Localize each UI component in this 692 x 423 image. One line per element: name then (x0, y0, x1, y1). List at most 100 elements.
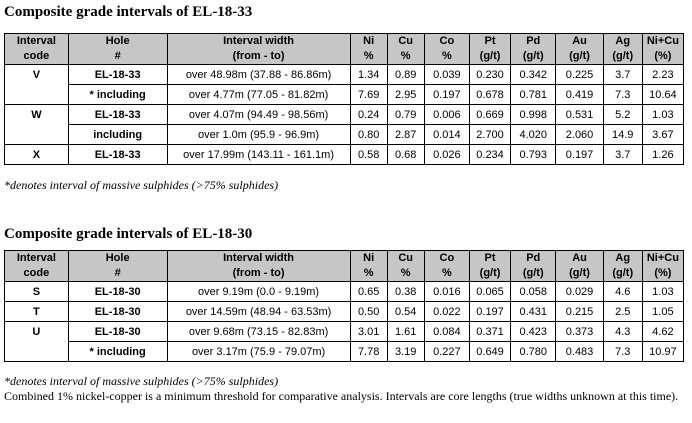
col-header-interval-width: Interval width (from - to) (166, 33, 351, 65)
nicu-value: 1.05 (641, 301, 685, 322)
interval-width: over 14.59m (48.94 - 63.53m) (166, 301, 351, 322)
au-value: 0.419 (555, 84, 604, 105)
interval-width: over 17.99m (143.11 - 161.1m) (166, 144, 351, 165)
col-header-interval-code: Interval code (4, 250, 69, 282)
hole-id: EL-18-30 (67, 281, 168, 302)
col-header-interval-width: Interval width (from - to) (166, 250, 351, 282)
pd-value: 0.793 (510, 144, 557, 165)
interval-code: X (4, 144, 69, 165)
co-value: 0.014 (423, 124, 470, 145)
interval-width: over 4.77m (77.05 - 81.82m) (166, 84, 351, 105)
hole-id: including (67, 124, 168, 145)
table-1-header-row: Interval code Hole # Interval width (from -… (4, 33, 685, 65)
pd-value: 0.058 (510, 281, 557, 302)
col-header-hole: Hole # (67, 33, 168, 65)
cu-value: 2.95 (386, 84, 425, 105)
pt-value: 0.649 (468, 341, 512, 362)
interval-code (4, 341, 69, 362)
ni-value: 1.34 (349, 64, 388, 85)
table-row: X EL-18-33 over 17.99m (143.11 - 161.1m)… (4, 144, 685, 165)
table-row: T EL-18-30 over 14.59m (48.94 - 63.53m) … (4, 301, 685, 322)
au-value: 0.197 (555, 144, 604, 165)
col-header-ag: Ag (g/t) (602, 33, 643, 65)
nicu-value: 10.64 (641, 84, 685, 105)
table-row: including over 1.0m (95.9 - 96.9m) 0.80 … (4, 124, 685, 145)
interval-code: S (4, 281, 69, 302)
interval-code (4, 84, 69, 105)
table-1-note: *denotes interval of massive sulphides (… (4, 178, 279, 192)
ag-value: 5.2 (602, 104, 643, 125)
ni-value: 0.80 (349, 124, 388, 145)
ag-value: 7.3 (602, 341, 643, 362)
table-2-title: Composite grade intervals of EL-18-30 (4, 226, 253, 242)
au-value: 0.029 (555, 281, 604, 302)
co-value: 0.026 (423, 144, 470, 165)
table-1-title: Composite grade intervals of EL-18-33 (4, 4, 253, 20)
cu-value: 0.89 (386, 64, 425, 85)
ag-value: 7.3 (602, 84, 643, 105)
au-value: 0.215 (555, 301, 604, 322)
ni-value: 0.50 (349, 301, 388, 322)
col-header-cu: Cu% (386, 250, 425, 282)
pt-value: 0.234 (468, 144, 512, 165)
col-header-ni: Ni% (349, 250, 388, 282)
col-header-ni: Ni% (349, 33, 388, 65)
col-header-cu: Cu% (386, 33, 425, 65)
hole-id: EL-18-30 (67, 301, 168, 322)
nicu-value: 1.03 (641, 281, 685, 302)
co-value: 0.084 (423, 321, 470, 342)
interval-width: over 9.68m (73.15 - 82.83m) (166, 321, 351, 342)
au-value: 2.060 (555, 124, 604, 145)
table-row: S EL-18-30 over 9.19m (0.0 - 9.19m) 0.65… (4, 281, 685, 302)
table-2: Interval code Hole # Interval width (from -… (4, 250, 685, 362)
interval-code (4, 124, 69, 145)
hole-id: * including (67, 84, 168, 105)
col-header-co: Co% (423, 33, 470, 65)
cu-value: 3.19 (386, 341, 425, 362)
footnote: Combined 1% nickel-copper is a minimum t… (4, 389, 679, 403)
interval-code: V (4, 64, 69, 85)
ag-value: 2.5 (602, 301, 643, 322)
table-row: W EL-18-33 over 4.07m (94.49 - 98.56m) 0… (4, 104, 685, 125)
table-row: * including over 3.17m (75.9 - 79.07m) 7… (4, 341, 685, 362)
col-header-pd: Pd (g/t) (510, 33, 557, 65)
col-header-hole: Hole # (67, 250, 168, 282)
col-header-nicu: Ni+Cu (%) (641, 250, 685, 282)
pt-value: 0.197 (468, 301, 512, 322)
au-value: 0.531 (555, 104, 604, 125)
pt-value: 2.700 (468, 124, 512, 145)
hole-id: EL-18-33 (67, 64, 168, 85)
pd-value: 0.780 (510, 341, 557, 362)
ag-value: 14.9 (602, 124, 643, 145)
interval-width: over 48.98m (37.88 - 86.86m) (166, 64, 351, 85)
table-2-header-row: Interval code Hole # Interval width (from -… (4, 250, 685, 282)
interval-code: W (4, 104, 69, 125)
hole-id: * including (67, 341, 168, 362)
pd-value: 0.423 (510, 321, 557, 342)
nicu-value: 10.97 (641, 341, 685, 362)
au-value: 0.483 (555, 341, 604, 362)
table-row: * including over 4.77m (77.05 - 81.82m) … (4, 84, 685, 105)
cu-value: 0.54 (386, 301, 425, 322)
hole-id: EL-18-30 (67, 321, 168, 342)
pd-value: 0.342 (510, 64, 557, 85)
nicu-value: 2.23 (641, 64, 685, 85)
pd-value: 0.998 (510, 104, 557, 125)
interval-width: over 9.19m (0.0 - 9.19m) (166, 281, 351, 302)
table-2-note: *denotes interval of massive sulphides (… (4, 374, 279, 388)
au-value: 0.225 (555, 64, 604, 85)
co-value: 0.197 (423, 84, 470, 105)
nicu-value: 4.62 (641, 321, 685, 342)
ni-value: 7.78 (349, 341, 388, 362)
pd-value: 4.020 (510, 124, 557, 145)
col-header-au: Au (g/t) (555, 33, 604, 65)
ni-value: 7.69 (349, 84, 388, 105)
pt-value: 0.371 (468, 321, 512, 342)
col-header-nicu: Ni+Cu (%) (641, 33, 685, 65)
cu-value: 0.68 (386, 144, 425, 165)
pt-value: 0.230 (468, 64, 512, 85)
pt-value: 0.678 (468, 84, 512, 105)
co-value: 0.006 (423, 104, 470, 125)
interval-width: over 4.07m (94.49 - 98.56m) (166, 104, 351, 125)
cu-value: 0.38 (386, 281, 425, 302)
